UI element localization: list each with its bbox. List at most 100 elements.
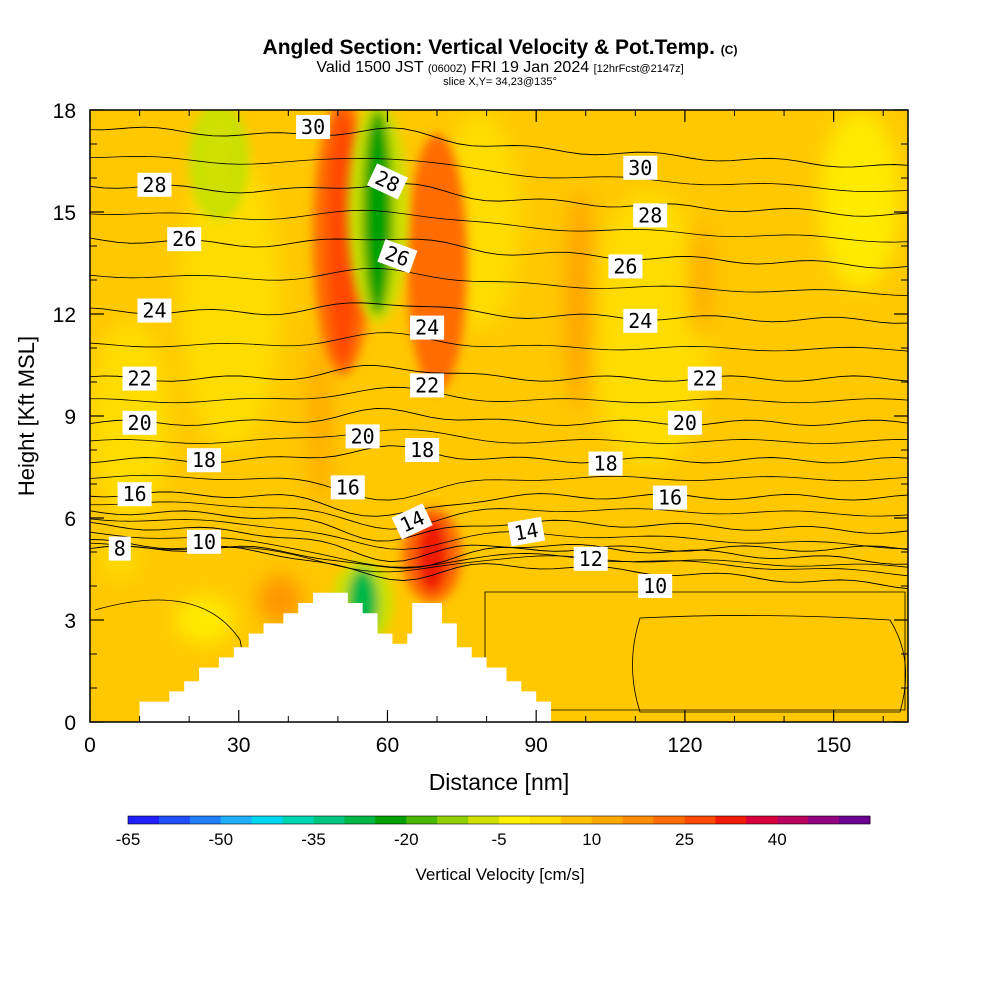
colorbar-tick-label: -20 — [394, 830, 419, 849]
svg-text:8: 8 — [114, 537, 126, 561]
colorbar-tick-label: 40 — [768, 830, 787, 849]
svg-text:24: 24 — [142, 299, 166, 323]
svg-text:20: 20 — [673, 411, 697, 435]
isentrope-20 — [90, 408, 908, 426]
y-tick-label: 15 — [53, 202, 76, 225]
contour-label: 20 — [345, 424, 380, 449]
y-tick-label: 3 — [64, 610, 76, 633]
svg-text:18: 18 — [594, 452, 618, 476]
svg-text:10: 10 — [643, 574, 667, 598]
colorbar-swatch — [499, 816, 531, 824]
colorbar-tick-label: -50 — [208, 830, 233, 849]
svg-text:16: 16 — [123, 482, 147, 506]
isentrope-10 — [90, 539, 908, 590]
x-tick-label: 0 — [84, 734, 96, 757]
contour-label: 14 — [507, 516, 546, 547]
colorbar-swatch — [375, 816, 407, 824]
contour-label: 20 — [122, 410, 157, 435]
y-tick-label: 12 — [53, 304, 76, 327]
contour-label: 24 — [623, 308, 658, 333]
colorbar-swatch — [777, 816, 809, 824]
terrain-mask — [139, 592, 552, 722]
isentrope-minor — [90, 267, 908, 297]
contour-label: 18 — [405, 438, 440, 462]
x-tick-label: 60 — [376, 734, 399, 757]
contour-label: 12 — [573, 546, 608, 571]
svg-text:12: 12 — [579, 547, 603, 571]
colorbar-swatch — [251, 816, 284, 824]
updraft-plume — [421, 144, 454, 382]
contour-label: 30 — [296, 115, 331, 139]
contour-label: 10 — [638, 574, 673, 598]
colorbar-swatch — [622, 816, 655, 824]
contour-label: 16 — [330, 475, 365, 500]
colorbar-tick-label: 10 — [582, 830, 601, 849]
colorbar-tick-label: -5 — [491, 830, 506, 849]
isentrope-minor — [90, 531, 908, 577]
isentrope-minor — [90, 429, 908, 444]
contour-label: 22 — [687, 366, 722, 391]
svg-text:26: 26 — [172, 227, 196, 251]
colorbar: -65 -50 -35 -20 -5 10 25 40 — [116, 815, 871, 849]
isentrope-minor — [90, 542, 908, 573]
svg-text:26: 26 — [613, 254, 637, 278]
isentrope-16 — [90, 491, 908, 517]
svg-text:20: 20 — [128, 411, 152, 435]
colorbar-tick-label: -65 — [116, 830, 141, 849]
downdraft-plume — [203, 110, 234, 212]
isentrope-minor — [90, 332, 908, 352]
svg-text:22: 22 — [128, 367, 152, 391]
colorbar-swatch — [684, 816, 716, 824]
colorbar-swatch — [344, 816, 376, 824]
isentrope-30 — [90, 126, 908, 168]
colorbar-label: Vertical Velocity [cm/s] — [415, 865, 584, 884]
svg-text:14: 14 — [512, 518, 540, 546]
x-tick-label: 150 — [816, 734, 851, 757]
svg-text:28: 28 — [638, 203, 662, 227]
y-tick-label: 9 — [64, 406, 76, 429]
colorbar-swatch — [128, 816, 160, 824]
svg-text:10: 10 — [192, 530, 216, 554]
y-axis-label: Height [Kft MSL] — [14, 336, 39, 496]
contour-label: 18 — [588, 451, 623, 476]
y-tick-label: 0 — [64, 712, 76, 735]
isentrope-minor — [90, 155, 908, 192]
colorbar-swatch — [839, 816, 871, 824]
contour-label: 16 — [653, 485, 688, 510]
contour-label: 28 — [633, 203, 668, 228]
isentrope-minor — [90, 518, 908, 550]
colorbar-swatch — [529, 816, 562, 824]
svg-text:24: 24 — [628, 309, 652, 333]
svg-text:22: 22 — [415, 373, 439, 397]
svg-text:30: 30 — [301, 115, 325, 139]
colorbar-swatch — [808, 816, 840, 824]
x-tick-label: 90 — [525, 734, 548, 757]
isentrope-14 — [90, 510, 908, 542]
y-tick-label: 6 — [64, 508, 76, 531]
contour-label: 28 — [137, 172, 172, 197]
contour-label: 26 — [167, 227, 202, 252]
contour-label: 20 — [667, 410, 702, 435]
x-tick-label: 120 — [667, 734, 702, 757]
isentrope-22 — [90, 365, 908, 382]
contour-label: 16 — [117, 482, 152, 507]
colorbar-swatch — [715, 816, 747, 824]
contour-label: 24 — [410, 315, 445, 340]
svg-text:22: 22 — [693, 367, 717, 391]
isentrope-minor — [90, 501, 908, 530]
contour-label: 26 — [608, 254, 643, 279]
svg-text:20: 20 — [351, 424, 375, 448]
svg-text:18: 18 — [192, 448, 216, 472]
contour-label: 24 — [137, 298, 172, 323]
x-axis-label: Distance [nm] — [429, 769, 570, 795]
isentrope-minor — [90, 386, 908, 404]
isentrope-26 — [90, 237, 908, 269]
contour-label: 8 — [108, 536, 131, 561]
colorbar-swatch — [313, 816, 345, 824]
contour-label: 10 — [187, 529, 222, 554]
colorbar-swatch — [468, 816, 500, 824]
chart-subtitle: Valid 1500 JST (0600Z) FRI 19 Jan 2024 [… — [316, 59, 684, 76]
colorbar-swatch — [560, 816, 593, 824]
